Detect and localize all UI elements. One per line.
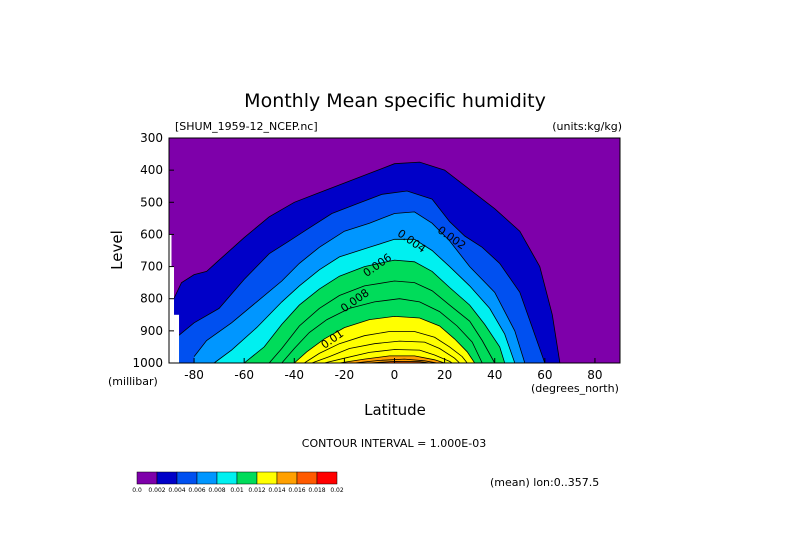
colorbar-swatch-0 bbox=[136, 471, 158, 485]
y-tick-label-3: 600 bbox=[140, 227, 163, 241]
x-tick-label-3: -20 bbox=[335, 368, 355, 382]
topography-block-1 bbox=[171, 266, 175, 363]
colorbar-label-0: 0.0 bbox=[132, 487, 142, 494]
contour-line-13 bbox=[369, 360, 430, 364]
colorbar-swatch-4 bbox=[216, 471, 238, 485]
colorbar-label-9: 0.018 bbox=[308, 487, 325, 494]
x-axis: -80 -60 -40 -20 0 20 40 60 80 bbox=[184, 358, 603, 382]
plot-area bbox=[169, 138, 620, 364]
contour-line-2 bbox=[193, 211, 526, 364]
contour-line-9 bbox=[311, 340, 460, 364]
chart-title: Monthly Mean specific humidity bbox=[244, 90, 546, 112]
contour-line-12 bbox=[354, 358, 438, 364]
colorbar-swatch-9 bbox=[316, 471, 338, 485]
colorbar: 0.0 0.002 0.004 0.006 0.008 0.01 0.012 0.014 0.0… bbox=[132, 471, 344, 494]
x-tick-label-0: -80 bbox=[184, 368, 204, 382]
colorbar-swatch-6 bbox=[256, 471, 278, 485]
units-label: (units:kg/kg) bbox=[552, 120, 622, 133]
y-tick-label-2: 500 bbox=[140, 195, 163, 209]
x-unit-label: (degrees_north) bbox=[531, 382, 619, 395]
colorbar-label-6: 0.012 bbox=[248, 487, 265, 494]
x-tick-label-4: 0 bbox=[391, 368, 399, 382]
colorbar-label-2: 0.004 bbox=[168, 487, 185, 494]
file-label: [SHUM_1959-12_NCEP.nc] bbox=[175, 120, 318, 133]
contour-line-8 bbox=[304, 331, 468, 364]
y-tick-label-1: 400 bbox=[140, 163, 163, 177]
colorbar-swatch-8 bbox=[296, 471, 318, 485]
contour-line-3 bbox=[213, 238, 516, 364]
y-tick-label-4: 700 bbox=[140, 260, 163, 274]
colorbar-label-3: 0.006 bbox=[188, 487, 205, 494]
mean-text: (mean) lon:0..357.5 bbox=[490, 476, 599, 489]
colorbar-swatch-1 bbox=[156, 471, 178, 485]
y-tick-label-7: 1000 bbox=[132, 356, 163, 370]
colorbar-label-1: 0.002 bbox=[148, 487, 165, 494]
contour-line-10 bbox=[324, 349, 453, 364]
contour-line-7 bbox=[294, 315, 476, 364]
x-tick-label-6: 40 bbox=[487, 368, 502, 382]
y-unit-label: (millibar) bbox=[108, 375, 158, 388]
contour-line-1 bbox=[176, 190, 546, 364]
contour-interval-text: CONTOUR INTERVAL = 1.000E-03 bbox=[302, 437, 486, 450]
colorbar-label-4: 0.008 bbox=[208, 487, 225, 494]
colorbar-label-5: 0.01 bbox=[230, 487, 244, 494]
y-tick-label-5: 800 bbox=[140, 292, 163, 306]
colorbar-swatch-7 bbox=[276, 471, 298, 485]
contour-line-0 bbox=[171, 161, 561, 364]
contour-line-4 bbox=[243, 259, 506, 364]
x-tick-label-7: 60 bbox=[537, 368, 552, 382]
colorbar-swatch-2 bbox=[176, 471, 198, 485]
y-axis: 300 400 500 600 700 800 900 1000 bbox=[132, 131, 174, 370]
y-tick-label-6: 900 bbox=[140, 324, 163, 338]
x-tick-label-2: -40 bbox=[284, 368, 304, 382]
y-tick-label-0: 300 bbox=[140, 131, 163, 145]
contour-line-6 bbox=[281, 298, 483, 364]
y-axis-label: Level bbox=[108, 230, 126, 270]
colorbar-swatch-5 bbox=[236, 471, 258, 485]
colorbar-label-7: 0.014 bbox=[268, 487, 285, 494]
contour-line-11 bbox=[339, 355, 445, 364]
contour-line-5 bbox=[268, 280, 496, 364]
colorbar-label-8: 0.016 bbox=[288, 487, 305, 494]
x-tick-label-8: 80 bbox=[587, 368, 602, 382]
x-axis-label: Latitude bbox=[364, 401, 426, 419]
topography-block-2 bbox=[174, 314, 180, 363]
x-tick-label-1: -60 bbox=[234, 368, 254, 382]
colorbar-label-10: 0.02 bbox=[330, 487, 344, 494]
x-tick-label-5: 20 bbox=[437, 368, 452, 382]
colorbar-swatch-3 bbox=[196, 471, 218, 485]
